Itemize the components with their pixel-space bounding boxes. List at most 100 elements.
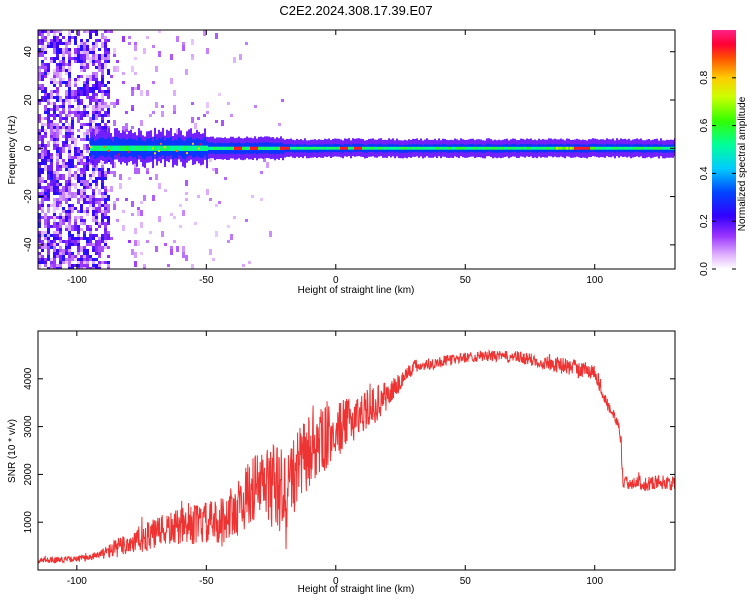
heatmap-cell [74, 225, 77, 231]
heatmap-cell [59, 153, 62, 156]
heatmap-cell [56, 30, 59, 33]
heatmap-cell [542, 146, 544, 150]
heatmap-cell [71, 141, 74, 144]
heatmap-cell [41, 180, 44, 183]
heatmap-cell [101, 213, 104, 216]
heatmap-cell [434, 146, 436, 150]
heatmap-cell [41, 249, 44, 252]
heatmap-cell [462, 146, 464, 150]
heatmap-cell [155, 102, 158, 108]
heatmap-cell [185, 180, 188, 186]
heatmap-cell [53, 258, 56, 261]
heatmap-cell [59, 39, 62, 45]
heatmap-cell [104, 114, 107, 117]
heatmap-cell [62, 54, 65, 57]
heatmap-cell [59, 204, 62, 207]
heatmap-cell [86, 132, 89, 135]
heatmap-cell [424, 146, 426, 150]
heatmap-cell [226, 146, 228, 150]
heatmap-cell [101, 219, 104, 222]
heatmap-cell [71, 105, 74, 108]
heatmap-cell [83, 144, 86, 150]
heatmap-cell [83, 186, 86, 189]
heatmap-cell [176, 150, 178, 152]
heatmap-cell [179, 225, 182, 228]
heatmap-cell [47, 45, 50, 48]
heatmap-cell [318, 146, 320, 150]
heatmap-cell [308, 146, 310, 150]
heatmap-cell [560, 146, 562, 150]
heatmap-cell [146, 90, 149, 96]
heatmap-cell [149, 177, 152, 180]
heatmap-cell [95, 60, 98, 63]
heatmap-cell [364, 146, 366, 150]
snr-x-label: Height of straight line (km) [298, 584, 415, 595]
heatmap-cell [95, 93, 98, 96]
heatmap-cell [95, 258, 98, 261]
heatmap-cell [44, 243, 47, 249]
heatmap-cell [95, 72, 98, 78]
heatmap-cell [68, 219, 71, 222]
heatmap-cell [240, 146, 242, 150]
heatmap-cell [44, 123, 47, 126]
heatmap-cell [50, 186, 53, 192]
heatmap-cell [50, 204, 53, 207]
heatmap-cell [262, 146, 264, 150]
heatmap-cell [41, 141, 44, 144]
figure-title: C2E2.2024.308.17.39.E07 [279, 3, 432, 18]
heatmap-cell [162, 145, 164, 151]
heatmap-cell [402, 146, 404, 150]
heatmap-cell [206, 48, 209, 54]
heatmap-cell [460, 146, 462, 150]
heatmap-cell [71, 30, 74, 33]
heatmap-cell [80, 261, 83, 267]
heatmap-cell [65, 84, 68, 87]
heatmap-cell [38, 87, 41, 90]
heatmap-cell [41, 90, 44, 93]
heatmap-cell [89, 201, 92, 204]
heatmap-cell [191, 39, 194, 45]
heatmap-cell [53, 252, 56, 255]
heatmap-cell [522, 146, 524, 150]
heatmap-cell [38, 84, 41, 87]
heatmap-cell [304, 146, 306, 150]
heatmap-cell [176, 129, 179, 135]
heatmap-cell [92, 237, 95, 240]
heatmap-cell [146, 145, 148, 151]
colorbar-tick-label: 0.8 [699, 70, 710, 84]
heatmap-cell [62, 249, 65, 255]
heatmap-cell [59, 48, 62, 54]
heatmap-cell [74, 183, 77, 186]
heatmap-cell [44, 99, 47, 102]
heatmap-cell [302, 146, 304, 150]
heatmap-cell [47, 198, 50, 201]
heatmap-cell [101, 126, 104, 132]
heatmap-cell [176, 145, 178, 151]
heatmap-cell [53, 75, 56, 78]
x-tick-label: 50 [460, 576, 472, 587]
heatmap-cell [218, 146, 220, 150]
snr-plot-area [38, 348, 675, 565]
heatmap-cell [65, 81, 68, 84]
heatmap-cell [104, 63, 107, 69]
heatmap-cell [80, 183, 83, 186]
heatmap-cell [95, 99, 98, 102]
heatmap-cell [334, 146, 336, 150]
heatmap-cell [98, 261, 101, 264]
heatmap-cell [59, 96, 62, 99]
heatmap-cell [92, 210, 95, 216]
heatmap-cell [77, 54, 80, 57]
heatmap-cell [50, 42, 53, 48]
heatmap-cell [215, 33, 218, 39]
heatmap-cell [86, 156, 89, 162]
heatmap-cell [388, 146, 390, 150]
heatmap-cell [56, 267, 59, 269]
heatmap-cell [62, 78, 65, 81]
heatmap-cell [116, 66, 119, 72]
heatmap-cell [77, 129, 80, 132]
heatmap-cell [322, 146, 324, 150]
heatmap-cell [38, 48, 41, 51]
heatmap-cell [68, 63, 71, 66]
heatmap-cell [68, 132, 71, 138]
heatmap-cell [269, 231, 272, 237]
